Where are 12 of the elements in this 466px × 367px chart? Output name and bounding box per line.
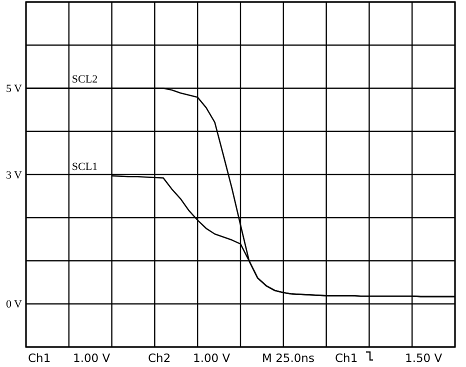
- text: M 25.0ns: [262, 351, 314, 365]
- text: 1.00 V: [73, 351, 110, 365]
- text: 1.50 V: [405, 351, 442, 365]
- series-label: SCL1: [72, 160, 98, 173]
- text: Ch2: [148, 351, 171, 365]
- text: 1.00 V: [193, 351, 230, 365]
- text: Ch1: [335, 351, 358, 365]
- y-tick-label: 5 V: [6, 83, 22, 96]
- y-tick-label: 3 V: [6, 169, 22, 182]
- y-tick-label: 0 V: [6, 298, 22, 311]
- series-label: SCL2: [72, 73, 98, 86]
- text: Ch1: [28, 351, 51, 365]
